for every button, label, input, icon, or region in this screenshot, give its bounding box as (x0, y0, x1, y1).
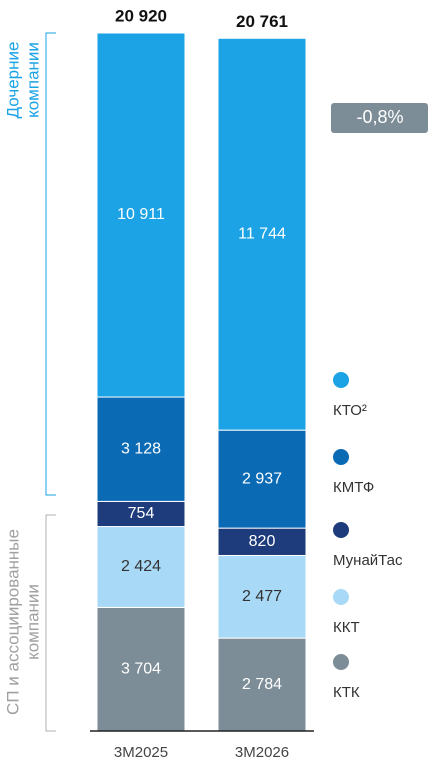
value-label: 3 704 (121, 660, 161, 677)
legend-marker (333, 522, 349, 538)
legend-label: КТК (333, 684, 360, 701)
group-label: компании (23, 42, 42, 118)
legend-label: КТО² (333, 402, 367, 419)
legend-marker (333, 589, 349, 605)
bar-segment (96, 500, 186, 528)
bracket (45, 32, 56, 496)
legend-marker (333, 654, 349, 670)
bar-segment (217, 37, 307, 431)
total-label: 20 920 (115, 6, 167, 25)
legend-marker (333, 372, 349, 388)
legend-label: КМТФ (333, 479, 374, 496)
bar-segment (217, 554, 307, 639)
bar-segment (217, 429, 307, 529)
x-tick-label: 3M2025 (114, 744, 168, 761)
bar-segment (217, 527, 307, 556)
legend-marker (333, 449, 349, 465)
total-label: 20 761 (236, 12, 288, 31)
group-label: компании (23, 584, 42, 660)
legend-label: ККТ (333, 619, 360, 636)
value-label: 11 744 (238, 225, 286, 242)
bar-segment (96, 606, 186, 732)
group-label: СП и ассоциированные (3, 529, 22, 715)
value-label: 2 424 (121, 558, 161, 575)
value-label: 3 128 (121, 440, 161, 457)
annotation-box (331, 103, 428, 133)
value-label: 2 477 (242, 588, 282, 605)
value-label: 754 (128, 505, 155, 522)
group-label: Дочерние (3, 42, 22, 119)
value-label: 2 937 (242, 470, 282, 487)
legend-label: МунайТас (333, 552, 403, 569)
value-label: 2 784 (242, 676, 282, 693)
bracket (45, 514, 56, 732)
bar-segment (96, 396, 186, 502)
x-tick-label: 3M2026 (235, 744, 289, 761)
value-label: 10 911 (117, 206, 165, 223)
bar-segment (96, 32, 186, 398)
value-label: 820 (249, 533, 276, 550)
bar-segment (217, 637, 307, 732)
bar-segment (96, 526, 186, 608)
annotation: -0,8% (356, 107, 403, 127)
